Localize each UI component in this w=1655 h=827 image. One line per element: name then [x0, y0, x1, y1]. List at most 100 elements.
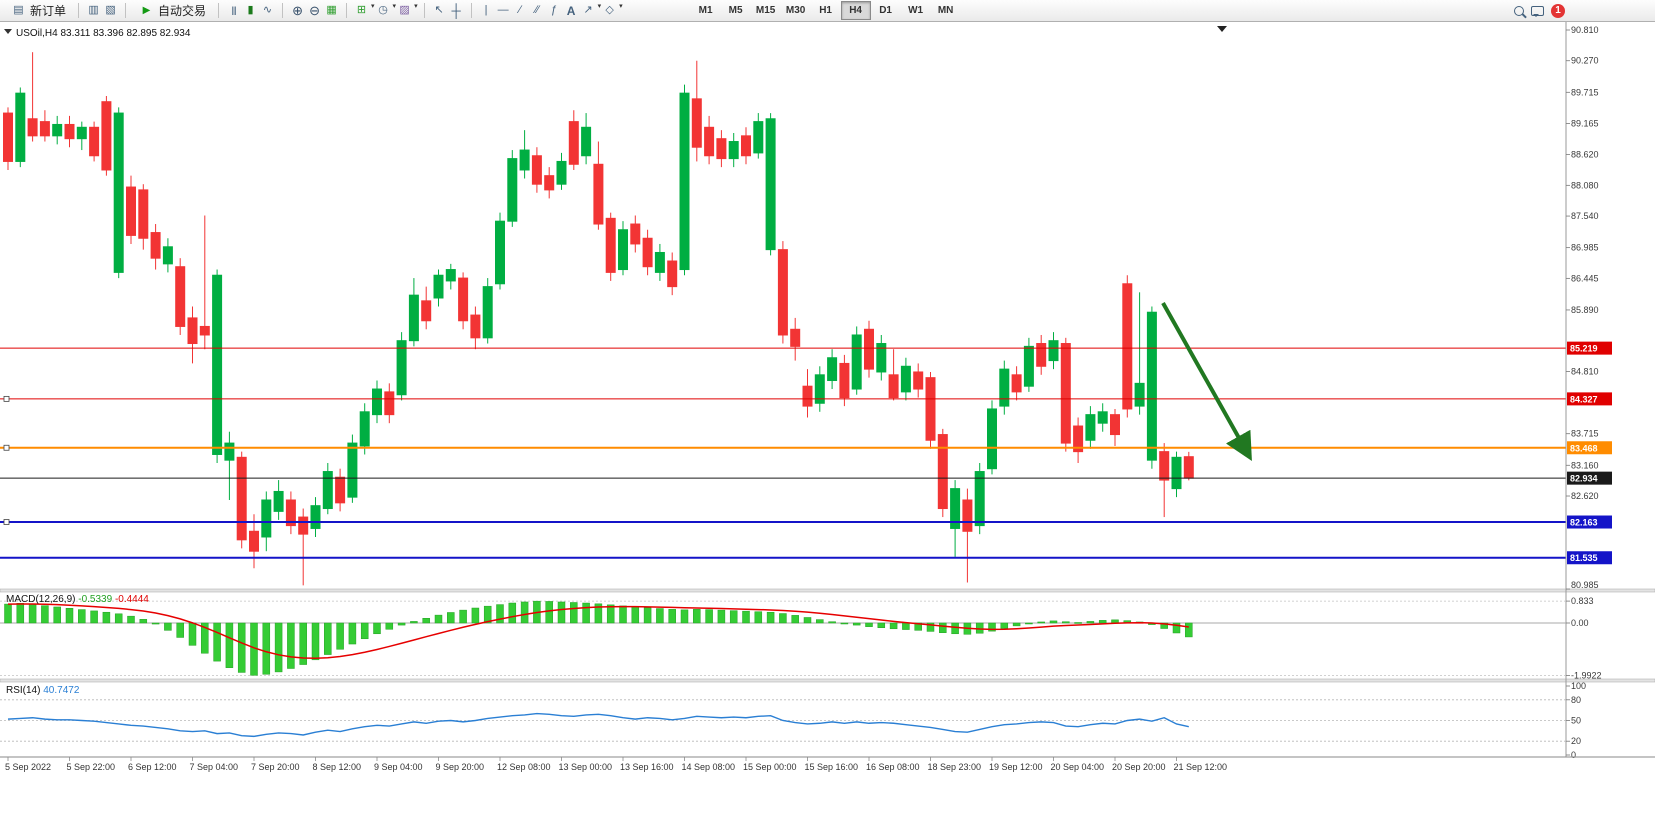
- macd-bar: [65, 608, 74, 624]
- macd-bar: [557, 601, 566, 624]
- zoom-out-icon[interactable]: ⊖: [309, 3, 320, 18]
- charts-icon[interactable]: ▥: [88, 4, 99, 16]
- text-icon[interactable]: A: [566, 3, 576, 18]
- profiles-icon[interactable]: ▧: [105, 4, 116, 16]
- time-tick-label: 13 Sep 00:00: [559, 762, 613, 772]
- macd-bar: [410, 621, 418, 624]
- macd-bar: [1172, 622, 1181, 634]
- fibonacci-icon[interactable]: ƒ: [551, 4, 558, 16]
- time-tick-label: 8 Sep 12:00: [313, 762, 362, 772]
- toolbar-separator: [218, 3, 220, 18]
- line-anchor[interactable]: [3, 444, 10, 451]
- zoom-in-icon[interactable]: ⊕: [292, 3, 303, 18]
- chart-shift-marker[interactable]: [1217, 26, 1227, 32]
- timeframe-h4[interactable]: H4: [840, 1, 871, 20]
- toolbar: ▤ 新订单 ▥ ▧ ▶ 自动交易 ||| ▮ ∿ ⊕ ⊖ ▦ ⊞ ▾ ◷ ▾ ▨ ▾ ↖ ┼ | — ∕ ∕…: [0, 0, 1655, 22]
- main-chart[interactable]: USOil,H4 83.311 83.396 82.895 82.934: [0, 26, 1566, 586]
- timeframe-switcher: M1 M5 M15 M30 H1 H4 D1 W1 MN: [691, 1, 961, 20]
- price-badge-label: 81.535: [1570, 553, 1598, 563]
- line-anchor[interactable]: [3, 519, 10, 525]
- rsi-axis-label: 100: [1571, 681, 1586, 691]
- price-tick-label: 82.620: [1571, 491, 1599, 501]
- chart-canvas[interactable]: USOil,H4 83.311 83.396 82.895 82.934 90.8…: [0, 22, 1655, 822]
- macd-bar: [840, 622, 849, 625]
- macd-bar: [102, 611, 111, 624]
- macd-bar: [988, 622, 996, 632]
- macd-bar: [1012, 622, 1021, 627]
- tile-windows-icon[interactable]: ▦: [326, 4, 337, 16]
- line-anchor[interactable]: [3, 395, 10, 402]
- macd-bar: [594, 603, 603, 624]
- price-badge-label: 85.219: [1570, 344, 1598, 354]
- macd-bar: [360, 622, 369, 640]
- timeframe-m1[interactable]: M1: [698, 5, 713, 16]
- price-tick-label: 90.270: [1571, 56, 1599, 66]
- macd-bar: [287, 622, 295, 669]
- time-tick-label: 7 Sep 04:00: [190, 762, 239, 772]
- timeframe-w1[interactable]: W1: [908, 5, 924, 16]
- macd-bar: [680, 609, 689, 624]
- new-chart-icon[interactable]: ⊞: [356, 4, 367, 16]
- toolbar-separator: [423, 3, 425, 18]
- horizontal-line-icon[interactable]: —: [497, 4, 509, 16]
- macd-bar: [4, 603, 12, 624]
- cursor-icon[interactable]: ↖: [434, 4, 444, 16]
- timeframe-m5[interactable]: M5: [728, 5, 743, 16]
- time-tick-label: 5 Sep 2022: [5, 762, 51, 772]
- line-chart-icon[interactable]: ∿: [262, 4, 273, 16]
- chat-icon[interactable]: [1529, 2, 1546, 19]
- macd-bar: [852, 622, 861, 626]
- new-order-button[interactable]: ▤ 新订单: [4, 0, 72, 21]
- timeframe-m30[interactable]: M30: [785, 5, 806, 16]
- macd-bar: [803, 617, 812, 624]
- timeframe-m15[interactable]: M15: [755, 5, 776, 16]
- time-tick-label: 7 Sep 20:00: [251, 762, 300, 772]
- arrow-tool-icon[interactable]: ↗: [583, 4, 593, 16]
- price-badge: [1567, 392, 1612, 406]
- time-tick-label: 9 Sep 20:00: [436, 762, 485, 772]
- timeframe-mn[interactable]: MN: [937, 5, 954, 16]
- templates-icon[interactable]: ▨: [399, 4, 410, 16]
- macd-bar: [471, 607, 480, 624]
- macd-bar: [619, 605, 627, 624]
- auto-trading-button[interactable]: ▶ 自动交易: [132, 0, 212, 21]
- macd-bar: [939, 622, 947, 633]
- timeframe-h1[interactable]: H1: [819, 5, 832, 16]
- macd-bar: [213, 622, 221, 662]
- macd-bar: [274, 622, 283, 673]
- trend-arrow[interactable]: [1161, 302, 1252, 461]
- macd-bar: [902, 622, 910, 630]
- trendline-icon[interactable]: ∕: [519, 4, 521, 16]
- ohlc-bars-icon[interactable]: |||: [231, 5, 237, 15]
- time-tick-label: 12 Sep 08:00: [497, 762, 551, 772]
- symbol-expand-icon[interactable]: [4, 29, 12, 34]
- panel-splitter[interactable]: [0, 588, 1655, 593]
- periods-icon[interactable]: ◷: [378, 4, 388, 16]
- macd-axis-label: 0.00: [1571, 618, 1589, 628]
- channel-icon[interactable]: ∕∕: [535, 4, 539, 16]
- time-tick-label: 6 Sep 12:00: [128, 762, 177, 772]
- panel-splitter[interactable]: [0, 678, 1655, 683]
- new-order-label: 新订单: [30, 4, 67, 18]
- search-icon[interactable]: [1510, 2, 1527, 19]
- time-tick-label: 5 Sep 22:00: [67, 762, 116, 772]
- shapes-icon[interactable]: ◇: [605, 4, 614, 16]
- candlestick-icon[interactable]: ▮: [247, 4, 254, 16]
- price-badge: [1567, 441, 1612, 455]
- price-tick-label: 83.715: [1571, 429, 1599, 439]
- crosshair-icon[interactable]: ┼: [451, 3, 461, 18]
- time-axis[interactable]: 5 Sep 2022 5 Sep 22:00 6 Sep 12:00 7 Sep 04…: [0, 756, 1655, 772]
- rsi-panel[interactable]: 100 80 50 20 0 RSI(14) 40.7472: [0, 681, 1586, 760]
- vertical-line-icon[interactable]: |: [484, 4, 488, 16]
- toolbar-separator: [282, 3, 284, 18]
- macd-bar: [483, 605, 492, 624]
- macd-bar: [299, 622, 307, 665]
- macd-bar: [828, 621, 836, 624]
- macd-bar: [1000, 622, 1009, 629]
- price-tick-label: 86.445: [1571, 273, 1599, 283]
- time-tick-label: 21 Sep 12:00: [1174, 762, 1228, 772]
- price-axis[interactable]: 90.810 90.270 89.715 89.165 88.620 88.080 87.5…: [1565, 22, 1612, 757]
- timeframe-d1[interactable]: D1: [879, 5, 892, 16]
- notification-badge[interactable]: 1: [1551, 3, 1565, 18]
- macd-panel[interactable]: 0.833 0.00 -1.9922 MACD(12,26,9) -0.5339 -0…: [0, 594, 1602, 680]
